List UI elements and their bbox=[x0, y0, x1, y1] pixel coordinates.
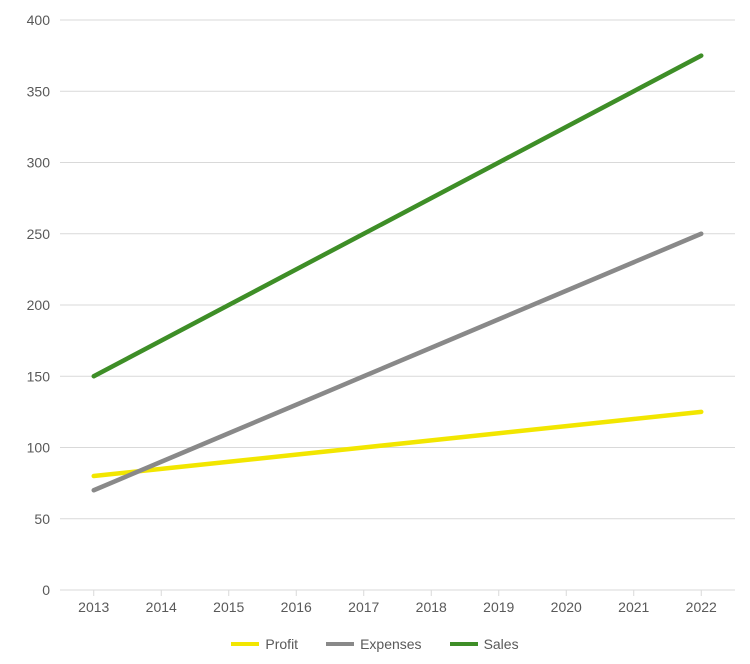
x-tick-label: 2021 bbox=[618, 599, 649, 615]
y-tick-label: 100 bbox=[27, 440, 51, 456]
x-tick-label: 2017 bbox=[348, 599, 379, 615]
y-tick-label: 150 bbox=[27, 368, 51, 384]
legend: Profit Expenses Sales bbox=[0, 636, 750, 652]
x-tick-label: 2022 bbox=[686, 599, 717, 615]
legend-swatch bbox=[450, 642, 478, 646]
series-line-profit bbox=[94, 412, 702, 476]
chart-canvas: 0 50 100 150 200 250 300 350 400 2013 2014 2015 2016… bbox=[0, 0, 750, 664]
legend-label: Sales bbox=[484, 636, 519, 652]
x-tick-label: 2020 bbox=[551, 599, 582, 615]
y-tick-label: 350 bbox=[27, 83, 51, 99]
y-tick-label: 400 bbox=[27, 12, 51, 28]
x-tick-label: 2018 bbox=[416, 599, 447, 615]
y-tick-label: 250 bbox=[27, 226, 51, 242]
y-tick-label: 300 bbox=[27, 155, 51, 171]
line-chart: 0 50 100 150 200 250 300 350 400 2013 2014 2015 2016… bbox=[0, 0, 750, 664]
y-tick-label: 50 bbox=[34, 511, 50, 527]
series-line-sales bbox=[94, 56, 702, 377]
x-tick-label: 2014 bbox=[146, 599, 177, 615]
x-tick-label: 2016 bbox=[281, 599, 312, 615]
y-tick-label: 0 bbox=[42, 582, 50, 598]
x-tick-label: 2019 bbox=[483, 599, 514, 615]
y-tick-label: 200 bbox=[27, 297, 51, 313]
legend-item-sales: Sales bbox=[450, 636, 519, 652]
legend-item-expenses: Expenses bbox=[326, 636, 421, 652]
legend-item-profit: Profit bbox=[231, 636, 298, 652]
x-tick-label: 2013 bbox=[78, 599, 109, 615]
legend-label: Expenses bbox=[360, 636, 421, 652]
legend-swatch bbox=[326, 642, 354, 646]
series-line-expenses bbox=[94, 234, 702, 491]
legend-label: Profit bbox=[265, 636, 298, 652]
x-tick-label: 2015 bbox=[213, 599, 244, 615]
legend-swatch bbox=[231, 642, 259, 646]
